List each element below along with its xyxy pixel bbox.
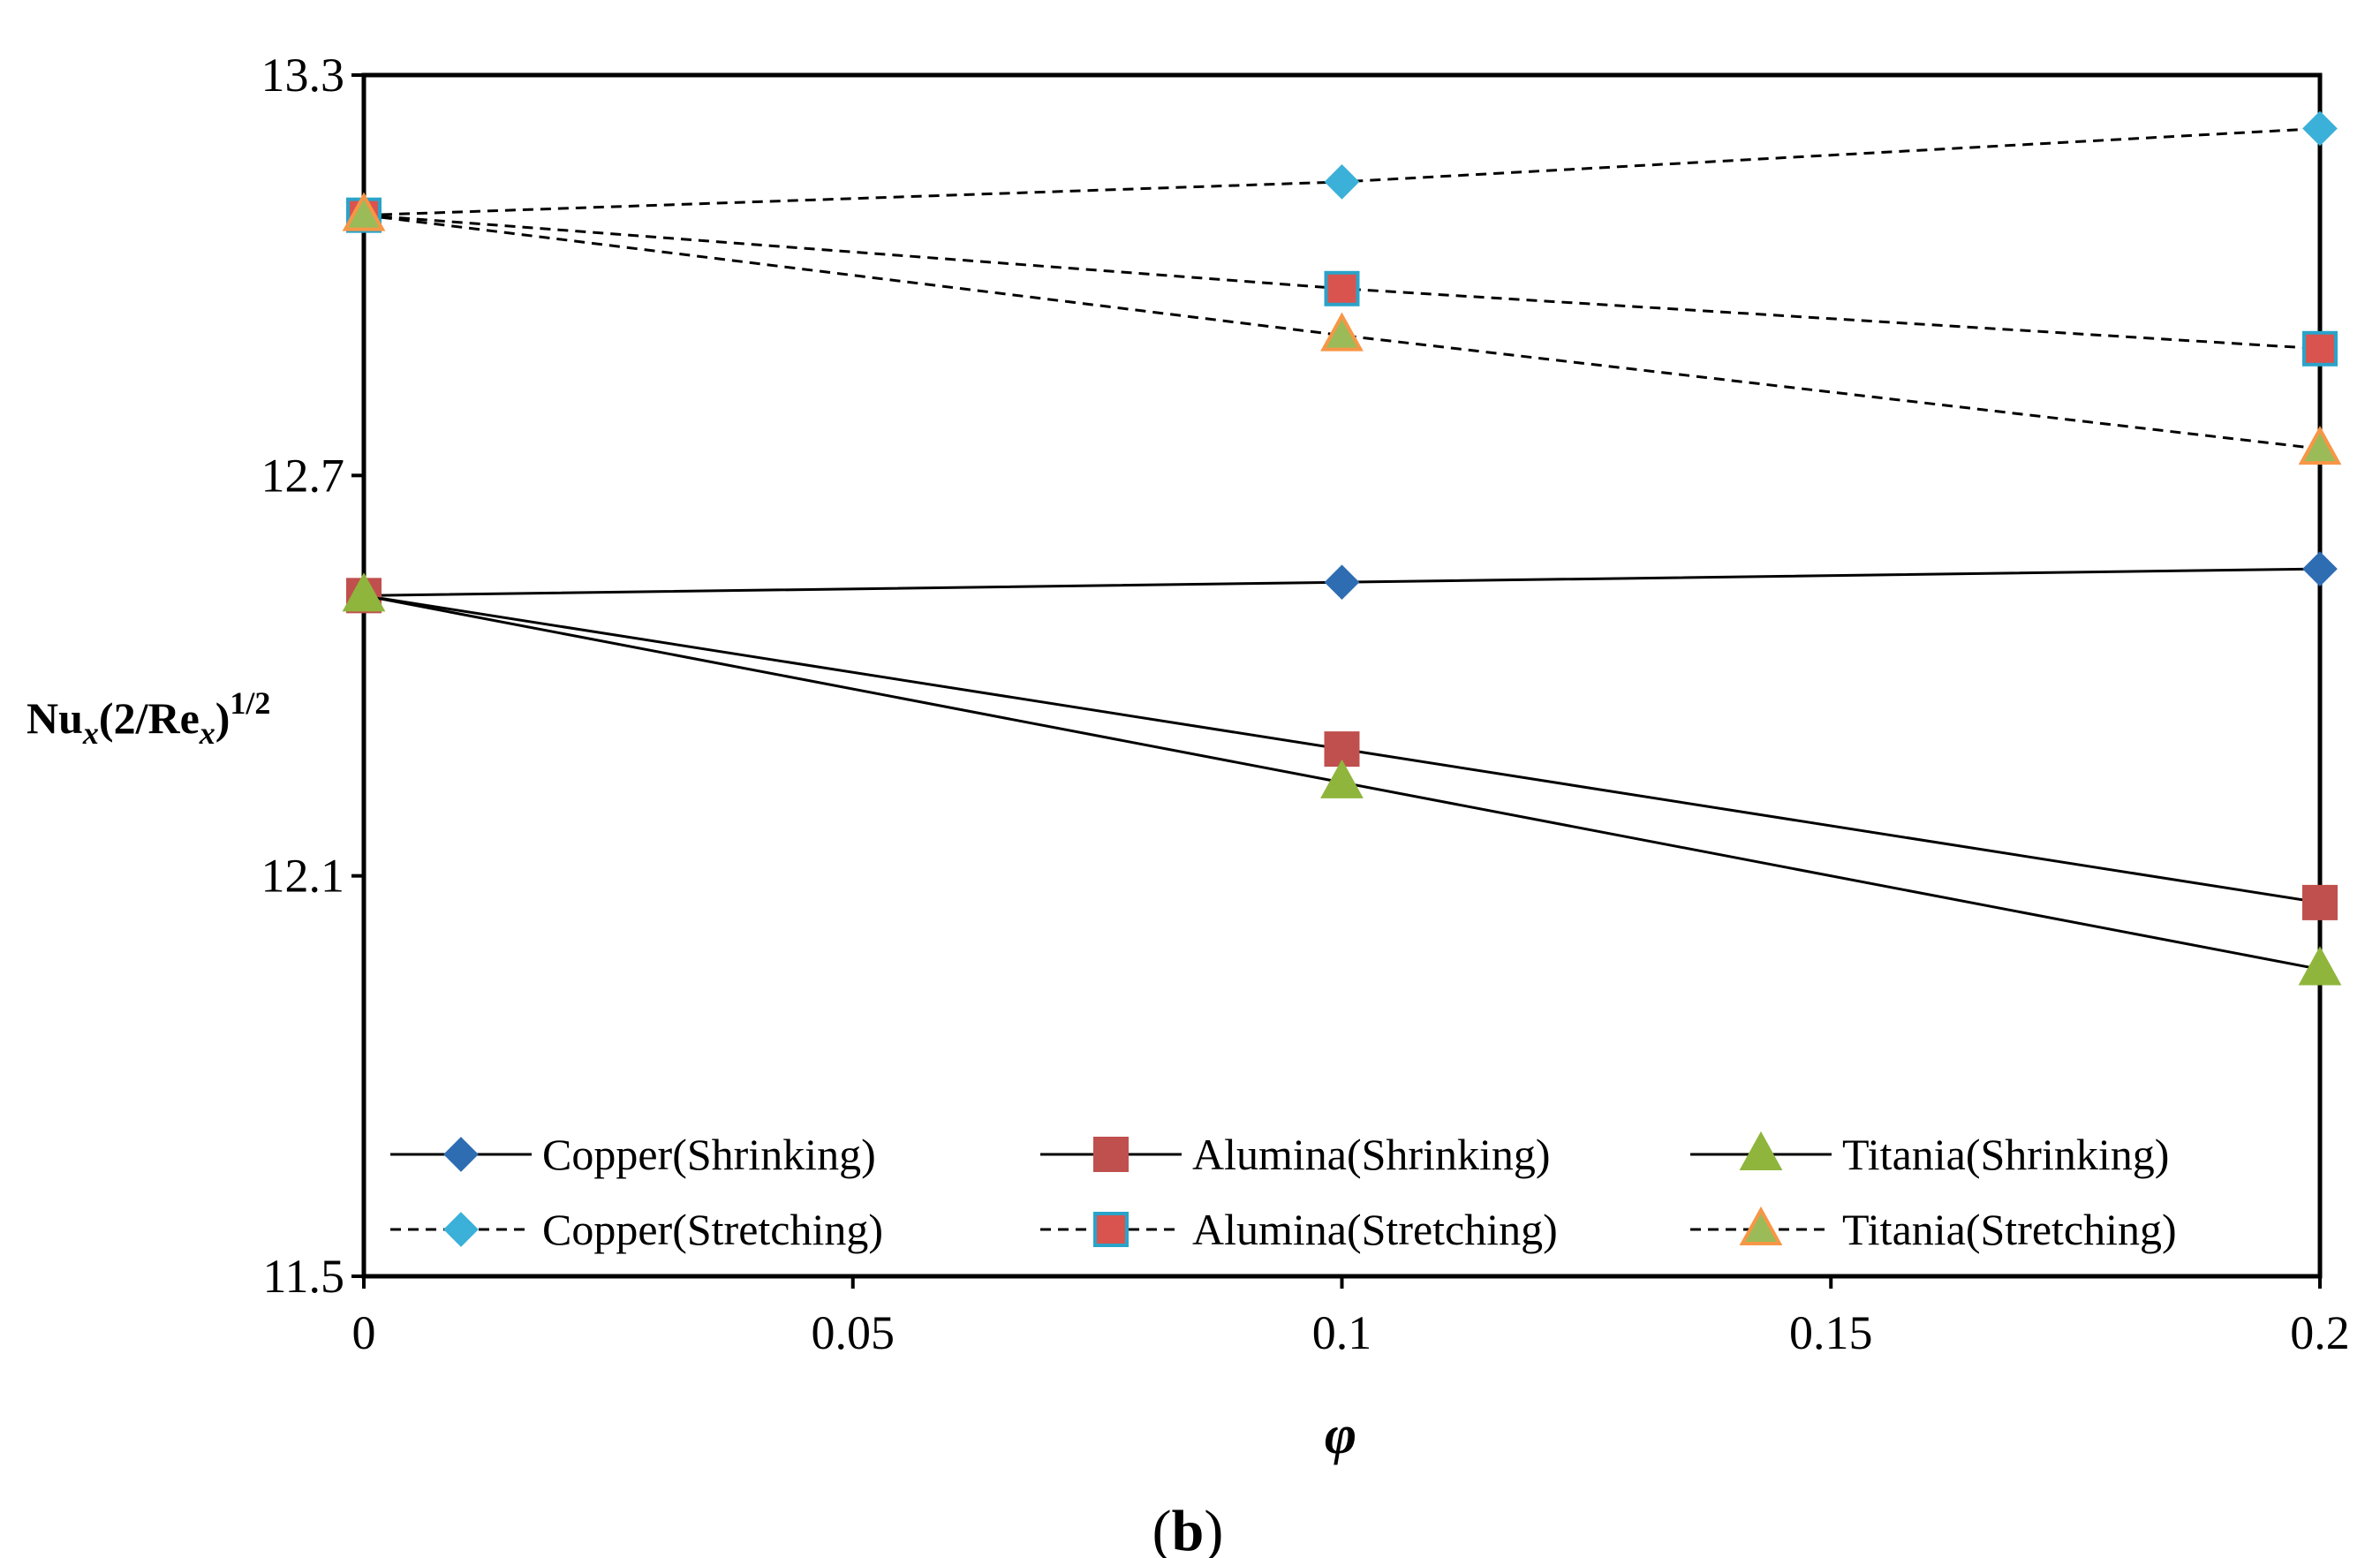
x-tick-label: 0.05 bbox=[812, 1306, 895, 1359]
x-tick-label: 0.2 bbox=[2290, 1306, 2350, 1359]
series-layer bbox=[342, 110, 2342, 986]
plot-area bbox=[361, 72, 2323, 1279]
y-tick-label: 12.1 bbox=[261, 850, 345, 903]
legend-label: Alumina(Shrinking) bbox=[1192, 1130, 1551, 1179]
data-point bbox=[1324, 164, 1360, 200]
series-titania-shrinking bbox=[342, 572, 2342, 986]
legend-marker bbox=[443, 1212, 479, 1247]
data-point bbox=[342, 572, 386, 612]
data-point bbox=[1324, 270, 1360, 306]
data-point bbox=[1324, 564, 1360, 601]
legend-item: Titania(Shrinking) bbox=[1690, 1130, 2169, 1179]
legend-marker bbox=[1093, 1137, 1129, 1172]
legend-marker bbox=[1739, 1206, 1783, 1245]
data-point bbox=[1320, 759, 1364, 798]
legend-marker bbox=[443, 1137, 479, 1172]
legend-item: Copper(Shrinking) bbox=[390, 1130, 876, 1179]
y-tick-label: 11.5 bbox=[263, 1250, 345, 1303]
legend-item: Alumina(Shrinking) bbox=[1040, 1130, 1551, 1179]
legend-label: Copper(Shrinking) bbox=[542, 1130, 876, 1179]
data-point bbox=[1320, 312, 1364, 352]
legend-label: Titania(Stretching) bbox=[1842, 1205, 2177, 1254]
legend-item: Alumina(Stretching) bbox=[1040, 1205, 1558, 1254]
x-tick-label: 0 bbox=[352, 1306, 376, 1359]
x-axis-label: φ bbox=[1325, 1405, 1356, 1465]
data-point bbox=[2302, 110, 2338, 147]
figure-caption: (b) bbox=[1152, 1499, 1224, 1558]
legend-item: Copper(Stretching) bbox=[390, 1205, 883, 1254]
legend-label: Copper(Stretching) bbox=[542, 1205, 883, 1254]
legend-marker bbox=[1739, 1131, 1783, 1170]
tick-layer: 11.5 12.1 12.7 13.3 0 0.05 0.1 0.15 0.2 bbox=[261, 49, 2350, 1359]
legend-marker bbox=[1093, 1212, 1129, 1247]
data-point bbox=[342, 192, 386, 231]
series-titania-stretching bbox=[342, 192, 2342, 465]
data-point bbox=[2298, 946, 2342, 986]
legend-label: Alumina(Stretching) bbox=[1192, 1205, 1558, 1254]
data-point bbox=[2298, 425, 2342, 465]
data-point bbox=[2302, 330, 2338, 367]
legend: Copper(Shrinking) Alumina(Shrinking) Titan… bbox=[390, 1130, 2177, 1254]
legend-item: Titania(Stretching) bbox=[1690, 1205, 2177, 1254]
y-axis-label: Nux(2/Rex)1/2 bbox=[26, 685, 270, 751]
x-tick-label: 0.15 bbox=[1789, 1306, 1873, 1359]
data-point bbox=[2302, 551, 2338, 586]
legend-label: Titania(Shrinking) bbox=[1842, 1130, 2169, 1179]
y-tick-label: 13.3 bbox=[261, 49, 345, 102]
x-tick-label: 0.1 bbox=[1312, 1306, 1372, 1359]
series-line bbox=[363, 214, 2321, 450]
y-tick-label: 12.7 bbox=[261, 449, 345, 502]
data-point bbox=[2302, 884, 2338, 920]
